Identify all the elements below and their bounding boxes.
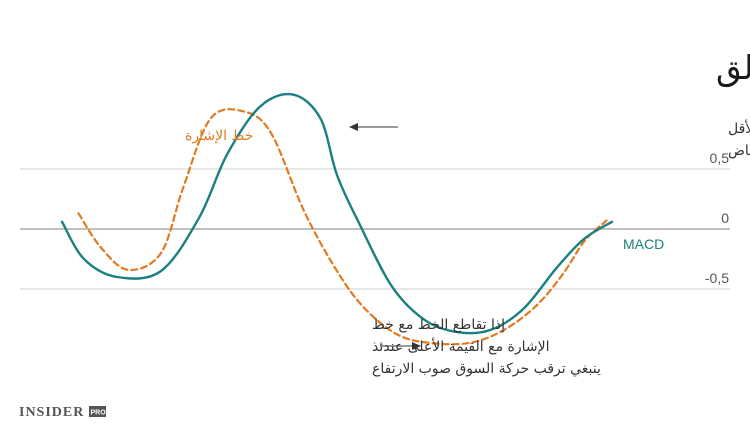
y-tick-label: 0,5 <box>710 150 730 166</box>
top-annotation-line-1: إذا تقاطع الخط مع خط الإشارة مع القيمة ا… <box>728 119 750 137</box>
grid-lines <box>20 168 730 290</box>
bottom-annotation-line-1: إذا تقاطع الخط مع خط <box>372 317 505 333</box>
insider-pro-logo: INSIDER PRO <box>19 405 106 420</box>
y-tick-label: 0 <box>721 210 729 226</box>
top-annotation-line-2: عندئذ ينبغي ترقب حركة السوق صوب الانخفاض <box>728 143 750 159</box>
y-axis-ticks: 0,5 0 -0,5 <box>705 150 729 286</box>
logo-text: INSIDER <box>19 405 84 420</box>
series-layer <box>60 92 614 346</box>
series-line-signal <box>77 108 608 346</box>
bottom-annotation-line-2: الإشارة مع القيمة الأعلى عندئذ <box>372 337 549 355</box>
series-line-macd <box>60 92 614 335</box>
bottom-annotation-line-3: ينبغي ترقب حركة السوق صوب الارتفاع <box>372 361 601 377</box>
bottom-annotation-arrowhead <box>412 342 421 350</box>
top-annotation-arrowhead <box>349 123 358 131</box>
logo-badge-text: PRO <box>91 410 107 417</box>
chart-title: تقارب وتباعد المتوسط المتنزلق <box>716 48 750 88</box>
logo-badge <box>89 406 106 417</box>
series-label-signal: خط الإشارة <box>185 128 253 144</box>
series-label-macd: MACD <box>623 236 664 252</box>
y-tick-label: -0,5 <box>705 270 729 286</box>
